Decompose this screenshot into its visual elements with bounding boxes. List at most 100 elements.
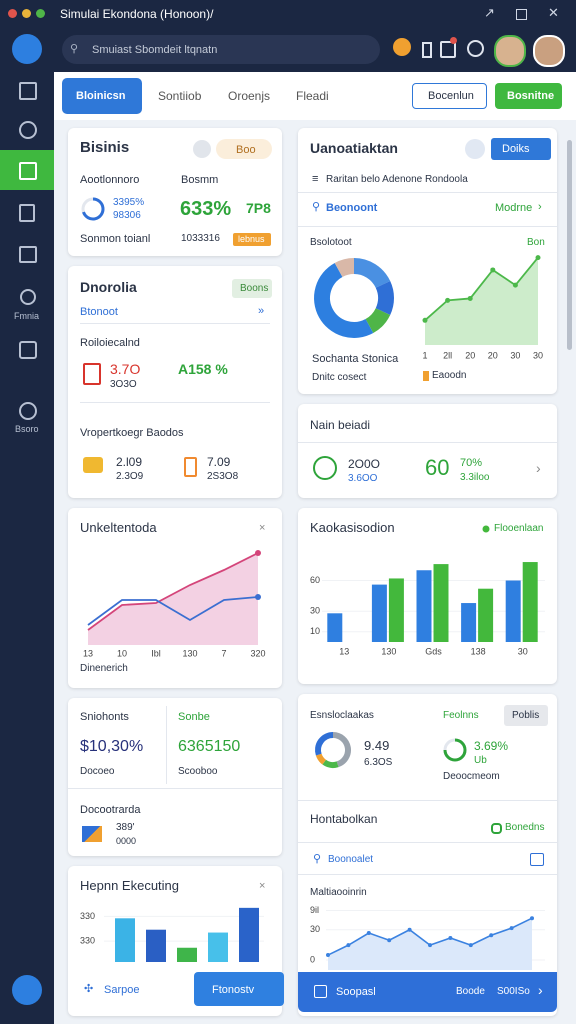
chevron[interactable]: › (538, 201, 542, 213)
badge-label[interactable]: Boo (236, 144, 256, 156)
chevron[interactable]: › (538, 982, 543, 998)
x-tick-label: 13 (339, 646, 349, 656)
value: 6365150 (178, 738, 241, 755)
nav-icon[interactable] (20, 289, 36, 305)
bar (327, 613, 343, 642)
avatar[interactable] (494, 35, 526, 67)
tab-active[interactable] (62, 78, 142, 114)
tab[interactable]: Sontiiob (158, 89, 202, 103)
button-label[interactable]: Bosnitne (507, 90, 555, 102)
card-title: Hepnn Ekecuting (80, 878, 180, 893)
icon-bag[interactable] (440, 41, 456, 58)
point (445, 297, 451, 303)
nav-active[interactable] (0, 150, 54, 190)
button[interactable] (504, 705, 548, 726)
nav-icon[interactable] (19, 402, 37, 420)
y-tick-label: 330 (80, 911, 95, 921)
icon-globe[interactable] (467, 40, 484, 57)
tag-label: lebnus (238, 234, 265, 244)
search-box[interactable] (62, 35, 380, 64)
sub: 0000 (116, 836, 137, 846)
footer: Deoocmeom (443, 771, 500, 782)
value: 2.l09 (116, 455, 143, 469)
nav-icon[interactable] (19, 162, 37, 180)
tab[interactable]: Oroenjs (228, 89, 271, 103)
chevron[interactable]: » (258, 305, 265, 317)
gauge-slice (315, 732, 334, 756)
icon-doc[interactable] (422, 42, 432, 58)
legend-label: Flooenlaan (494, 523, 544, 534)
primary-button[interactable] (495, 83, 562, 109)
footer: Dinenerich (80, 663, 128, 674)
section-label: Docootrarda (80, 804, 141, 816)
tab[interactable]: Fleadi (296, 89, 329, 103)
link[interactable]: Boonoalet (328, 854, 374, 865)
divider (68, 788, 282, 789)
button-label[interactable]: Boons (240, 283, 269, 294)
button[interactable] (491, 138, 551, 160)
avatar[interactable] (533, 35, 565, 67)
notif-icon[interactable] (393, 38, 411, 56)
button-label[interactable]: Poblis (512, 710, 540, 721)
link[interactable]: Sarpoe (104, 984, 140, 996)
max-dot[interactable] (36, 9, 45, 18)
logo[interactable] (12, 34, 42, 64)
button[interactable] (232, 279, 272, 298)
link[interactable]: Modrne (495, 202, 533, 214)
icon-close[interactable]: ✕ (548, 5, 559, 20)
help-icon[interactable] (193, 140, 211, 158)
caption-sub: Dnitc cosect (312, 372, 367, 383)
close-icon[interactable]: × (259, 522, 266, 534)
search-button[interactable] (465, 139, 485, 159)
card-title: Dnorolia (80, 279, 137, 295)
button-label[interactable]: Bocenlun (428, 90, 474, 102)
button-label[interactable]: Ftonostv (212, 984, 255, 996)
x-tick-label: 20 (465, 350, 475, 360)
x-tick-label: 2ll (443, 350, 452, 360)
gauge-slice (322, 759, 339, 768)
link[interactable]: Beonoont (326, 202, 378, 214)
point (490, 267, 496, 273)
scrollbar[interactable] (567, 140, 572, 350)
sub-value: 2S3O8 (207, 471, 239, 482)
min-dot[interactable] (22, 9, 31, 18)
ring-sub: 98306 (113, 210, 141, 221)
y-tick-label: 330 (80, 935, 95, 945)
divider (298, 226, 557, 227)
ring-progress (82, 197, 105, 221)
nav-icon[interactable] (19, 204, 35, 222)
badge[interactable] (216, 139, 272, 159)
search-icon: ⚲ (70, 43, 79, 55)
point (428, 943, 432, 948)
icon-pop[interactable]: ↗ (484, 5, 495, 20)
nav-icon[interactable] (19, 341, 37, 359)
close-dot[interactable] (8, 9, 17, 18)
button-label[interactable]: Doiks (502, 143, 530, 155)
x-tick-label: 13 (83, 648, 93, 658)
link-icon[interactable]: ✣ (84, 983, 94, 995)
tab[interactable]: Bloinicsn (76, 90, 126, 102)
footer-label: Boode (456, 986, 485, 997)
checkbox[interactable] (314, 985, 327, 998)
outline-button[interactable] (412, 83, 487, 109)
point (448, 936, 453, 940)
nav-icon[interactable] (19, 121, 37, 139)
x-tick-label: Ibl (151, 648, 161, 658)
close-icon[interactable]: × (259, 880, 266, 892)
fab[interactable] (12, 975, 42, 1005)
nav-icon[interactable] (19, 82, 37, 100)
chevron[interactable]: › (536, 460, 541, 476)
link[interactable]: Btonoot (80, 306, 118, 318)
link[interactable]: Feolnns (443, 710, 479, 721)
icon[interactable] (530, 853, 544, 866)
icon-max[interactable] (516, 9, 527, 20)
button[interactable] (194, 972, 284, 1006)
menu-icon[interactable]: ≡ (312, 173, 319, 185)
card-title: Nain beiadi (310, 418, 371, 432)
side-value: 7P8 (246, 200, 271, 216)
x-tick-label: 30 (510, 350, 520, 360)
divider (298, 874, 557, 875)
nav-icon[interactable] (19, 246, 37, 263)
gauge-slice (332, 732, 351, 768)
